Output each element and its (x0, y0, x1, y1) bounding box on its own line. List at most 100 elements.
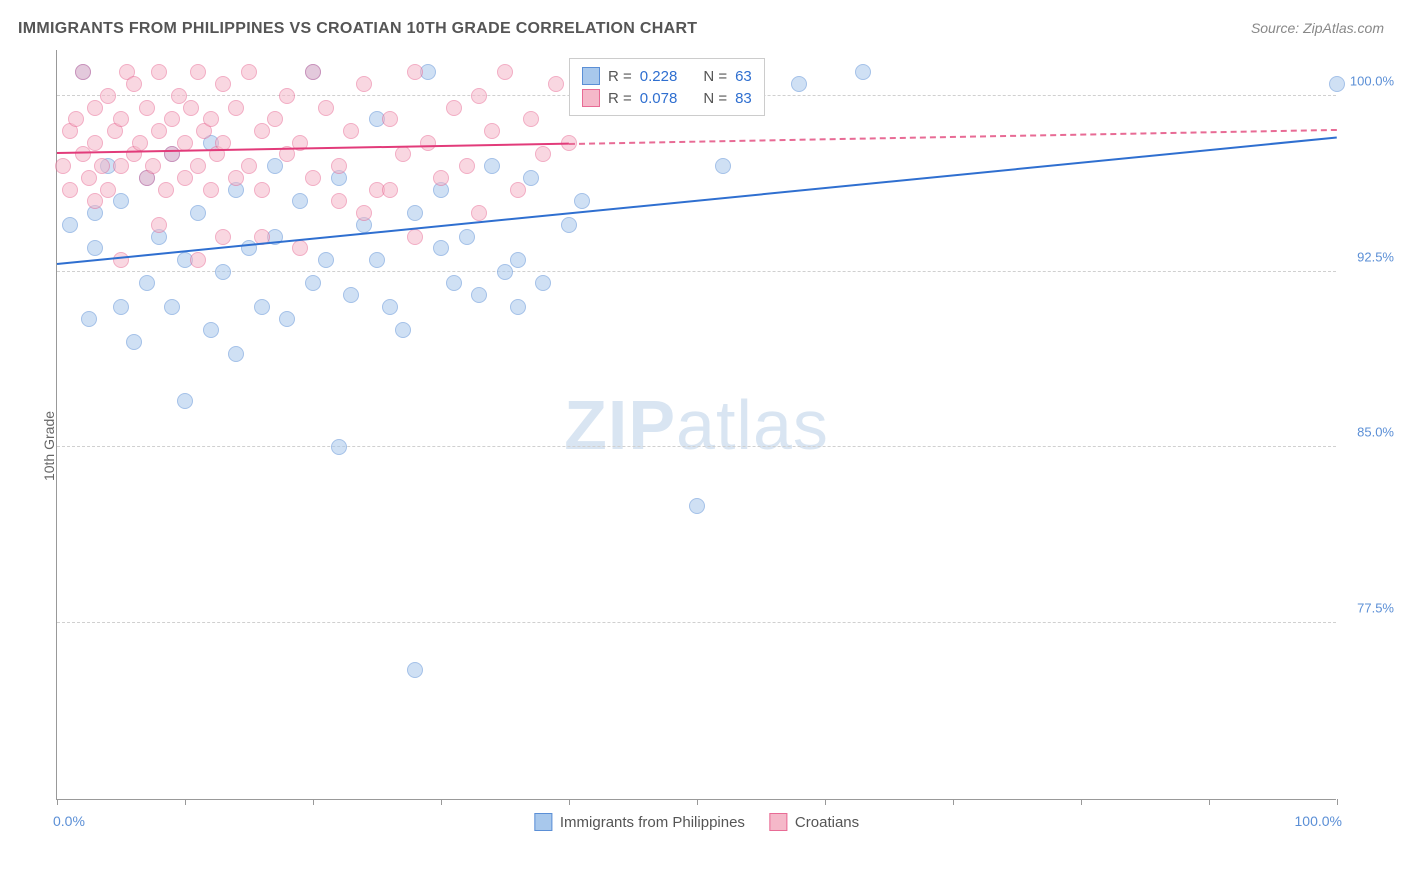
data-point (75, 64, 91, 80)
data-point (356, 205, 372, 221)
data-point (151, 123, 167, 139)
source-attribution: Source: ZipAtlas.com (1251, 20, 1384, 36)
data-point (241, 64, 257, 80)
x-tick-mark (1337, 799, 1338, 805)
x-tick-mark (185, 799, 186, 805)
data-point (305, 64, 321, 80)
data-point (177, 393, 193, 409)
data-point (343, 123, 359, 139)
data-point (126, 334, 142, 350)
plot-area: ZIPatlas 77.5%85.0%92.5%100.0%0.0%100.0%… (56, 50, 1336, 800)
data-point (369, 252, 385, 268)
legend-label: Croatians (795, 814, 859, 831)
data-point (331, 158, 347, 174)
data-point (574, 193, 590, 209)
data-point (62, 182, 78, 198)
data-point (510, 252, 526, 268)
data-point (177, 135, 193, 151)
data-point (267, 158, 283, 174)
data-point (254, 123, 270, 139)
data-point (689, 498, 705, 514)
legend-swatch (534, 813, 552, 831)
data-point (87, 240, 103, 256)
data-point (215, 76, 231, 92)
legend-item: Immigrants from Philippines (534, 813, 745, 831)
data-point (68, 111, 84, 127)
data-point (497, 64, 513, 80)
data-point (203, 182, 219, 198)
data-point (145, 158, 161, 174)
legend-item: Croatians (769, 813, 859, 831)
data-point (433, 240, 449, 256)
data-point (228, 346, 244, 362)
data-point (87, 100, 103, 116)
data-point (75, 146, 91, 162)
data-point (471, 287, 487, 303)
legend-swatch (582, 67, 600, 85)
data-point (215, 229, 231, 245)
legend-swatch (582, 89, 600, 107)
data-point (855, 64, 871, 80)
data-point (254, 299, 270, 315)
data-point (292, 240, 308, 256)
data-point (203, 322, 219, 338)
data-point (94, 158, 110, 174)
data-point (356, 76, 372, 92)
data-point (113, 252, 129, 268)
data-point (331, 439, 347, 455)
n-value: 83 (735, 90, 752, 107)
data-point (407, 205, 423, 221)
data-point (331, 193, 347, 209)
x-tick-mark (569, 799, 570, 805)
data-point (471, 88, 487, 104)
data-point (791, 76, 807, 92)
n-label: N = (703, 68, 727, 85)
gridline (57, 271, 1336, 272)
data-point (715, 158, 731, 174)
data-point (55, 158, 71, 174)
data-point (158, 182, 174, 198)
data-point (535, 275, 551, 291)
data-point (446, 100, 462, 116)
y-tick-label: 77.5% (1340, 601, 1394, 616)
data-point (510, 182, 526, 198)
series-legend: Immigrants from Philippines Croatians (534, 813, 859, 831)
data-point (1329, 76, 1345, 92)
data-point (459, 158, 475, 174)
data-point (100, 88, 116, 104)
data-point (523, 111, 539, 127)
data-point (183, 100, 199, 116)
data-point (318, 252, 334, 268)
data-point (267, 111, 283, 127)
x-tick-mark (697, 799, 698, 805)
n-value: 63 (735, 68, 752, 85)
trend-line (57, 136, 1337, 265)
data-point (126, 76, 142, 92)
data-point (446, 275, 462, 291)
correlation-legend: R =0.228N =63R =0.078N =83 (569, 58, 765, 116)
y-axis-label: 10th Grade (41, 411, 57, 481)
data-point (139, 100, 155, 116)
r-value: 0.228 (640, 68, 678, 85)
data-point (100, 182, 116, 198)
data-point (382, 182, 398, 198)
y-tick-label: 85.0% (1340, 425, 1394, 440)
data-point (548, 76, 564, 92)
n-label: N = (703, 90, 727, 107)
data-point (523, 170, 539, 186)
data-point (190, 205, 206, 221)
data-point (113, 193, 129, 209)
x-axis-start-label: 0.0% (53, 813, 85, 829)
r-label: R = (608, 90, 632, 107)
data-point (151, 64, 167, 80)
data-point (228, 100, 244, 116)
data-point (407, 229, 423, 245)
r-label: R = (608, 68, 632, 85)
data-point (62, 217, 78, 233)
data-point (305, 275, 321, 291)
y-tick-label: 92.5% (1340, 249, 1394, 264)
data-point (497, 264, 513, 280)
data-point (279, 311, 295, 327)
data-point (382, 111, 398, 127)
data-point (171, 88, 187, 104)
